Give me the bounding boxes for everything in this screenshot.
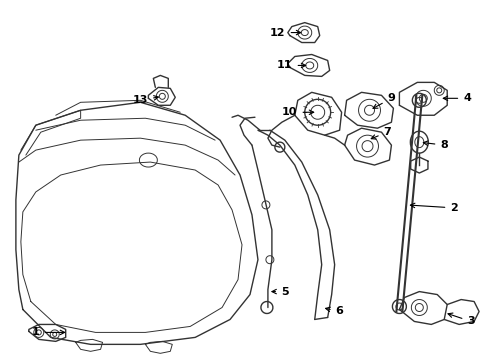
Text: 6: 6: [325, 306, 343, 316]
Text: 8: 8: [423, 140, 447, 150]
Text: 9: 9: [372, 93, 395, 108]
Text: 7: 7: [370, 127, 390, 139]
Text: 13: 13: [132, 95, 158, 105]
Text: 11: 11: [277, 60, 305, 71]
Text: 1: 1: [32, 327, 64, 337]
Text: 5: 5: [271, 287, 288, 297]
Text: 12: 12: [269, 28, 300, 37]
Text: 10: 10: [282, 107, 313, 117]
Text: 4: 4: [442, 93, 470, 103]
Text: 3: 3: [447, 313, 474, 327]
Text: 2: 2: [409, 203, 457, 213]
